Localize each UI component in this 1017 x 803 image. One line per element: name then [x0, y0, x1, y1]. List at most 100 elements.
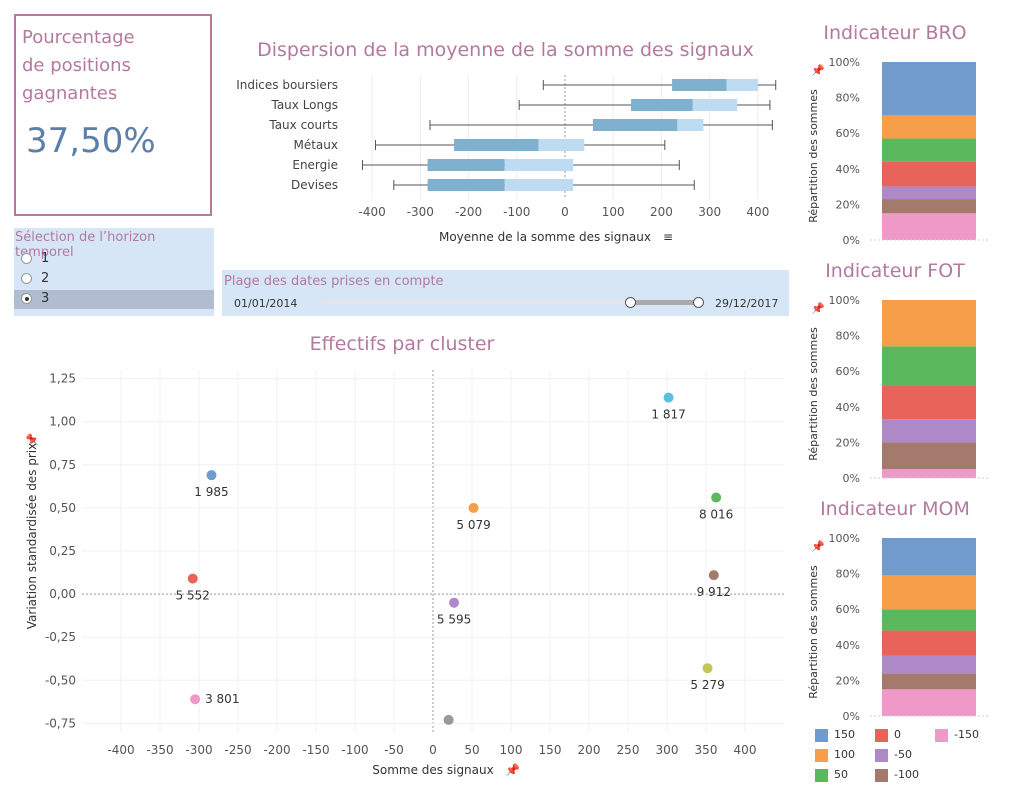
bar-segment	[882, 138, 976, 162]
horizon-option-3[interactable]: 3	[14, 290, 214, 309]
legend-swatch	[875, 728, 888, 742]
legend-label: -100	[894, 768, 919, 781]
point-label: 1 985	[194, 485, 228, 499]
bar-segment	[882, 346, 976, 386]
mom-stacked-bar: Répartition des sommes 📌 0% 20% 40% 60% 80% 100…	[807, 532, 988, 720]
pin-icon: 📌	[25, 433, 39, 447]
scatter-point	[468, 502, 479, 513]
box-lower	[427, 159, 505, 171]
bar-segment	[882, 630, 976, 656]
scatter-point	[708, 570, 719, 581]
radio-label: 2	[41, 271, 50, 286]
y-tick-label: 80%	[836, 568, 860, 581]
bar-segment	[882, 62, 976, 116]
legend-swatch	[875, 748, 888, 762]
box-upper	[504, 159, 574, 171]
date-range-end: 29/12/2017	[715, 297, 779, 310]
horizon-filter: Sélection de l’horizon temporel 1 2 3	[14, 228, 214, 316]
point-label: 1 817	[651, 408, 685, 422]
date-range-start: 01/01/2014	[234, 297, 298, 310]
box-lower	[672, 79, 727, 91]
radio-button[interactable]	[21, 273, 32, 284]
point-label: 8 016	[699, 508, 733, 522]
point-label: 5 552	[176, 589, 210, 603]
pin-icon: 📌	[811, 63, 825, 77]
y-tick-label: 60%	[836, 365, 860, 378]
y-tick-label: 0%	[843, 234, 860, 244]
fot-title: Indicateur FOT	[825, 260, 965, 282]
legend-swatch	[935, 728, 948, 742]
scatter-point	[187, 573, 198, 584]
legend-item: -50	[875, 748, 912, 762]
radio-dot	[25, 297, 29, 301]
y-tick-label: 20%	[836, 436, 860, 449]
kpi-title-line: gagnantes	[22, 83, 118, 104]
x-tick-label: -400	[358, 205, 385, 219]
y-tick-label: 100%	[829, 56, 860, 69]
horizon-option-1[interactable]: 1	[14, 250, 214, 269]
y-tick-label: -0,75	[45, 716, 76, 730]
x-tick-label: -50	[384, 743, 404, 757]
kpi-title-line: de positions	[22, 55, 131, 76]
slider-range[interactable]	[629, 300, 699, 305]
y-tick-label: -0,25	[45, 630, 76, 644]
radio-button[interactable]	[21, 253, 32, 264]
point-label: 5 079	[456, 518, 490, 532]
x-tick-label: 250	[617, 743, 640, 757]
x-tick-label: -150	[302, 743, 329, 757]
radio-button-selected[interactable]	[21, 293, 32, 304]
y-tick-label: 1,25	[49, 372, 76, 386]
y-tick-label: 0%	[843, 472, 860, 482]
pin-icon: 📌	[505, 762, 520, 777]
x-tick-label: -100	[503, 205, 530, 219]
y-tick-label: -0,50	[45, 673, 76, 687]
box-upper	[726, 79, 758, 91]
legend-swatch	[815, 768, 828, 782]
slider-start-handle[interactable]	[624, 297, 636, 308]
fot-stacked-bar: Répartition des sommes 📌 0% 20% 40% 60% 80% 100…	[807, 294, 988, 482]
point-label: 5 595	[437, 613, 471, 627]
legend-item: 150	[815, 728, 855, 742]
slider-end-handle[interactable]	[693, 297, 705, 308]
y-tick-label: 80%	[836, 92, 860, 105]
scatter-point	[449, 597, 460, 608]
radio-label: 1	[41, 251, 50, 266]
y-tick-label: 40%	[836, 401, 860, 414]
bar-segment	[882, 161, 976, 187]
scatter-point	[711, 492, 722, 503]
kpi-card: Pourcentage de positions gagnantes 37,50…	[14, 14, 212, 216]
bar-segment	[882, 655, 976, 674]
y-tick-label: 1,00	[49, 415, 76, 429]
date-range-filter: Plage des dates prises en compte 01/01/2…	[222, 270, 789, 316]
x-tick-label: 100	[602, 205, 625, 219]
x-tick-label: 0	[429, 743, 437, 757]
y-axis-label: Répartition des sommes	[807, 89, 820, 223]
x-tick-label: -100	[341, 743, 368, 757]
scatter-point	[443, 714, 454, 725]
category-label: Métaux	[293, 138, 338, 152]
box-upper	[538, 139, 585, 151]
y-tick-label: 40%	[836, 639, 860, 652]
box-upper	[504, 179, 574, 191]
y-tick-label: 20%	[836, 674, 860, 687]
bar-segment	[882, 199, 976, 214]
horizon-option-2[interactable]: 2	[14, 270, 214, 289]
y-tick-label: 0%	[843, 710, 860, 720]
y-tick-label: 0,50	[49, 501, 76, 515]
x-axis-label: Moyenne de la somme des signaux	[439, 230, 651, 244]
bar-segment	[882, 689, 976, 716]
bar-segment	[882, 213, 976, 240]
box-lower	[592, 119, 678, 131]
y-axis-label: Variation standardisée des prix	[25, 443, 39, 630]
slider-track[interactable]	[322, 301, 702, 304]
y-tick-label: 20%	[836, 198, 860, 211]
y-tick-label: 60%	[836, 603, 860, 616]
kpi-value: 37,50%	[26, 121, 156, 161]
x-tick-label: 350	[695, 743, 718, 757]
x-tick-label: 400	[734, 743, 757, 757]
boxplot-title: Dispersion de la moyenne de la somme des…	[257, 39, 754, 61]
x-tick-label: 150	[539, 743, 562, 757]
bar-segment	[882, 673, 976, 690]
x-tick-label: -200	[263, 743, 290, 757]
bar-segment	[882, 442, 976, 470]
